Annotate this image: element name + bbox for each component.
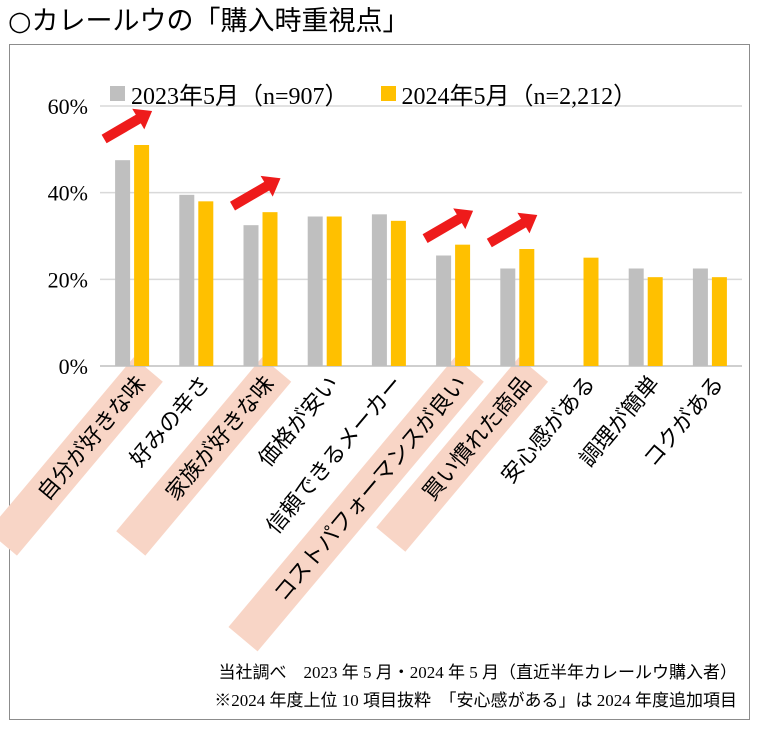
footnote-note: ※2024 年度上位 10 項目抜粋 「安心感がある」は 2024 年度追加項目 [214, 691, 737, 710]
bar-2023-6 [500, 268, 516, 366]
y-tick-label-60: 60% [48, 94, 88, 119]
legend-swatch-2024 [380, 85, 396, 101]
legend-item-2024: 2024年5月（n=2,212） [380, 76, 638, 111]
bar-2023-5 [436, 255, 452, 366]
y-tick-label-20: 20% [48, 267, 88, 292]
x-category-label-0: 自分が好きな味 [33, 372, 151, 506]
chart-frame [9, 44, 750, 720]
footnote-source: 当社調べ 2023 年 5 月・2024 年 5 月（直近半年カレールウ購入者） [218, 663, 738, 682]
arrow-shape [486, 212, 538, 248]
bar-2023-4 [371, 214, 387, 366]
bar-2024-4 [390, 220, 406, 366]
bar-2024-3 [326, 216, 342, 366]
trend-arrow-6 [486, 212, 538, 248]
arrow-shape [230, 175, 281, 211]
bar-2023-3 [307, 216, 323, 366]
bar-2024-7 [583, 257, 599, 366]
legend-item-2023: 2023年5月（n=907） [110, 76, 349, 111]
trend-arrow-5 [422, 208, 474, 243]
label-highlight-5 [228, 357, 484, 652]
page-title: ○カレールウの「購入時重視点」 [8, 6, 410, 37]
arrow-shape [422, 208, 474, 243]
y-tick-label-0: 0% [59, 354, 88, 379]
bar-2023-1 [179, 194, 195, 366]
bar-2023-9 [692, 268, 708, 366]
bar-2023-2 [243, 225, 259, 366]
chart-legend: 2023年5月（n=907） 2024年5月（n=2,212） [110, 76, 669, 111]
bar-2024-0 [134, 145, 150, 366]
bar-2023-0 [115, 160, 131, 366]
bar-2023-8 [628, 268, 644, 366]
bar-2024-6 [519, 249, 535, 366]
bar-2024-1 [198, 201, 214, 366]
y-tick-label-40: 40% [48, 181, 88, 206]
bar-2024-8 [647, 277, 663, 366]
label-highlight-2 [116, 357, 292, 556]
label-highlight-6 [376, 357, 549, 552]
arrow-shape [101, 108, 153, 144]
trend-arrow-2 [230, 175, 281, 211]
bar-2024-5 [455, 244, 471, 366]
legend-label-2024: 2024年5月（n=2,212） [401, 83, 638, 110]
trend-arrow-0 [101, 108, 153, 144]
label-highlight-0 [0, 357, 163, 556]
bar-2024-2 [262, 212, 278, 366]
legend-label-2023: 2023年5月（n=907） [131, 83, 349, 110]
legend-swatch-2023 [110, 85, 125, 101]
bar-2024-9 [711, 277, 727, 366]
